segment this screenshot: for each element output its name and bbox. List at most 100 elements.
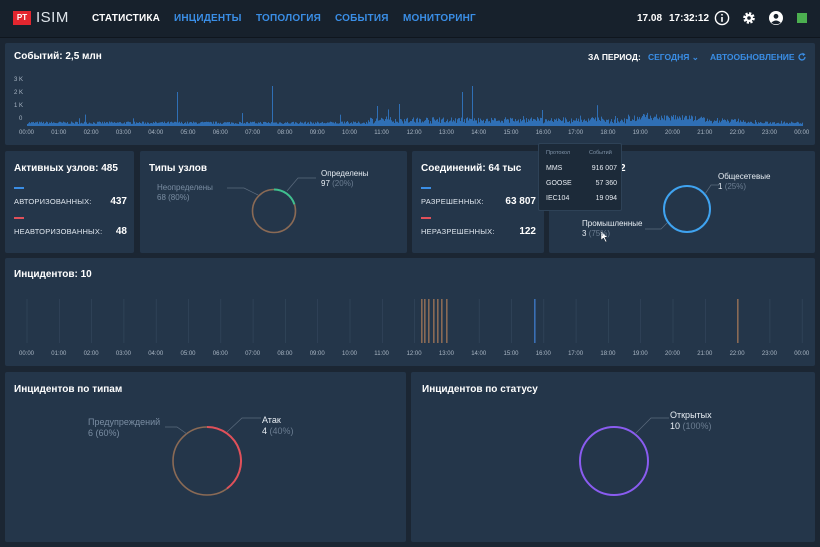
event-bar xyxy=(693,121,694,126)
x-tick-label: 17:00 xyxy=(568,351,584,357)
event-bar xyxy=(375,121,376,126)
event-bar xyxy=(489,121,490,126)
tab-monitoring[interactable]: МОНИТОРИНГ xyxy=(403,13,476,24)
event-bar xyxy=(156,122,157,126)
event-bar xyxy=(615,116,616,126)
event-bar xyxy=(221,123,222,126)
event-bar xyxy=(106,122,107,126)
event-bar xyxy=(738,118,739,126)
event-bar xyxy=(37,121,38,126)
event-bar xyxy=(752,123,753,126)
event-bar xyxy=(734,119,735,126)
event-bar xyxy=(29,122,30,126)
event-bar xyxy=(612,122,613,126)
event-bar xyxy=(602,118,603,126)
chevron-down-icon: ⌄ xyxy=(691,52,699,62)
industrial-label[interactable]: Промышленные 3 (75%) xyxy=(582,219,643,238)
event-bar xyxy=(256,123,257,126)
defined-arc xyxy=(273,188,296,205)
event-bar xyxy=(95,123,96,126)
event-bar xyxy=(535,119,536,126)
event-bar xyxy=(244,122,245,126)
allowed-label: РАЗРЕШЕННЫХ: xyxy=(421,197,484,206)
tab-statistics[interactable]: СТАТИСТИКА xyxy=(92,13,161,24)
incident-mark[interactable] xyxy=(433,299,435,343)
event-bar xyxy=(372,118,373,126)
event-bar xyxy=(553,122,554,126)
tab-incidents[interactable]: ИНЦИДЕНТЫ xyxy=(174,13,242,24)
event-bar xyxy=(147,122,148,126)
event-bar xyxy=(408,122,409,126)
event-bar xyxy=(131,123,132,126)
event-bar xyxy=(463,121,464,126)
event-bar xyxy=(246,122,247,126)
event-bar xyxy=(711,120,712,126)
event-bar xyxy=(266,122,267,126)
event-bar xyxy=(352,123,353,126)
event-bar xyxy=(762,123,763,126)
incident-mark[interactable] xyxy=(437,299,439,343)
event-bar xyxy=(565,117,566,126)
x-tick-label: 11:00 xyxy=(374,130,389,136)
period-select[interactable]: СЕГОДНЯ ⌄ xyxy=(648,52,699,63)
event-bar xyxy=(705,121,706,126)
attacks-arc xyxy=(206,426,242,490)
tab-events[interactable]: СОБЫТИЯ xyxy=(335,13,389,24)
event-bar xyxy=(485,121,486,126)
refresh-icon[interactable] xyxy=(797,52,807,62)
event-bar xyxy=(265,121,266,126)
event-bar xyxy=(357,122,358,126)
incident-mark[interactable] xyxy=(421,299,423,343)
x-tick-label: 07:00 xyxy=(245,351,261,357)
event-bar xyxy=(692,116,693,126)
event-bar xyxy=(505,117,506,126)
incident-mark[interactable] xyxy=(441,299,443,343)
gear-icon[interactable] xyxy=(741,10,757,26)
event-bar xyxy=(262,123,263,126)
incident-mark[interactable] xyxy=(446,299,448,343)
event-bar xyxy=(87,123,88,126)
event-bar xyxy=(567,121,568,126)
event-bar xyxy=(122,123,123,126)
event-bar xyxy=(366,121,367,126)
x-tick-label: 14:00 xyxy=(471,351,487,357)
y-tick-1k: 1 K xyxy=(14,103,24,109)
autorefresh-button[interactable]: АВТООБНОВЛЕНИЕ xyxy=(710,52,795,62)
event-bar xyxy=(472,86,473,126)
event-bar xyxy=(525,122,526,126)
event-bar xyxy=(288,123,289,126)
event-bar xyxy=(682,115,683,126)
incident-mark[interactable] xyxy=(428,299,430,343)
event-bar xyxy=(778,122,779,126)
event-bar xyxy=(566,119,567,126)
incident-mark[interactable] xyxy=(534,299,536,343)
event-bar xyxy=(540,117,541,126)
event-bar xyxy=(176,122,177,126)
event-bar xyxy=(739,122,740,126)
event-bar xyxy=(219,123,220,126)
event-bar xyxy=(445,122,446,126)
incident-mark[interactable] xyxy=(424,299,426,343)
event-bar xyxy=(318,122,319,126)
event-bar xyxy=(707,118,708,126)
incident-mark[interactable] xyxy=(737,299,739,343)
event-bar xyxy=(484,123,485,126)
event-bar xyxy=(125,123,126,126)
x-tick-label: 06:00 xyxy=(212,351,228,357)
industrial-leader xyxy=(645,222,668,230)
event-bar xyxy=(481,120,482,126)
info-icon[interactable] xyxy=(714,10,730,26)
event-bar xyxy=(171,121,172,126)
tab-topology[interactable]: ТОПОЛОГИЯ xyxy=(256,13,321,24)
event-bar xyxy=(207,121,208,126)
event-bar xyxy=(555,119,556,126)
event-bar xyxy=(654,116,655,126)
user-icon[interactable] xyxy=(768,10,784,26)
event-bar xyxy=(608,119,609,126)
event-bar xyxy=(564,122,565,126)
event-bar xyxy=(405,121,406,126)
event-bar xyxy=(424,120,425,126)
event-bar xyxy=(551,118,552,126)
event-bar xyxy=(710,120,711,126)
event-bar xyxy=(630,120,631,126)
